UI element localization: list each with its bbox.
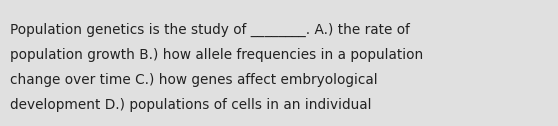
Text: development D.) populations of cells in an individual: development D.) populations of cells in … bbox=[10, 98, 372, 112]
Text: population growth B.) how allele frequencies in a population: population growth B.) how allele frequen… bbox=[10, 48, 424, 62]
Text: Population genetics is the study of ________. A.) the rate of: Population genetics is the study of ____… bbox=[10, 23, 410, 37]
Text: change over time C.) how genes affect embryological: change over time C.) how genes affect em… bbox=[10, 73, 378, 87]
